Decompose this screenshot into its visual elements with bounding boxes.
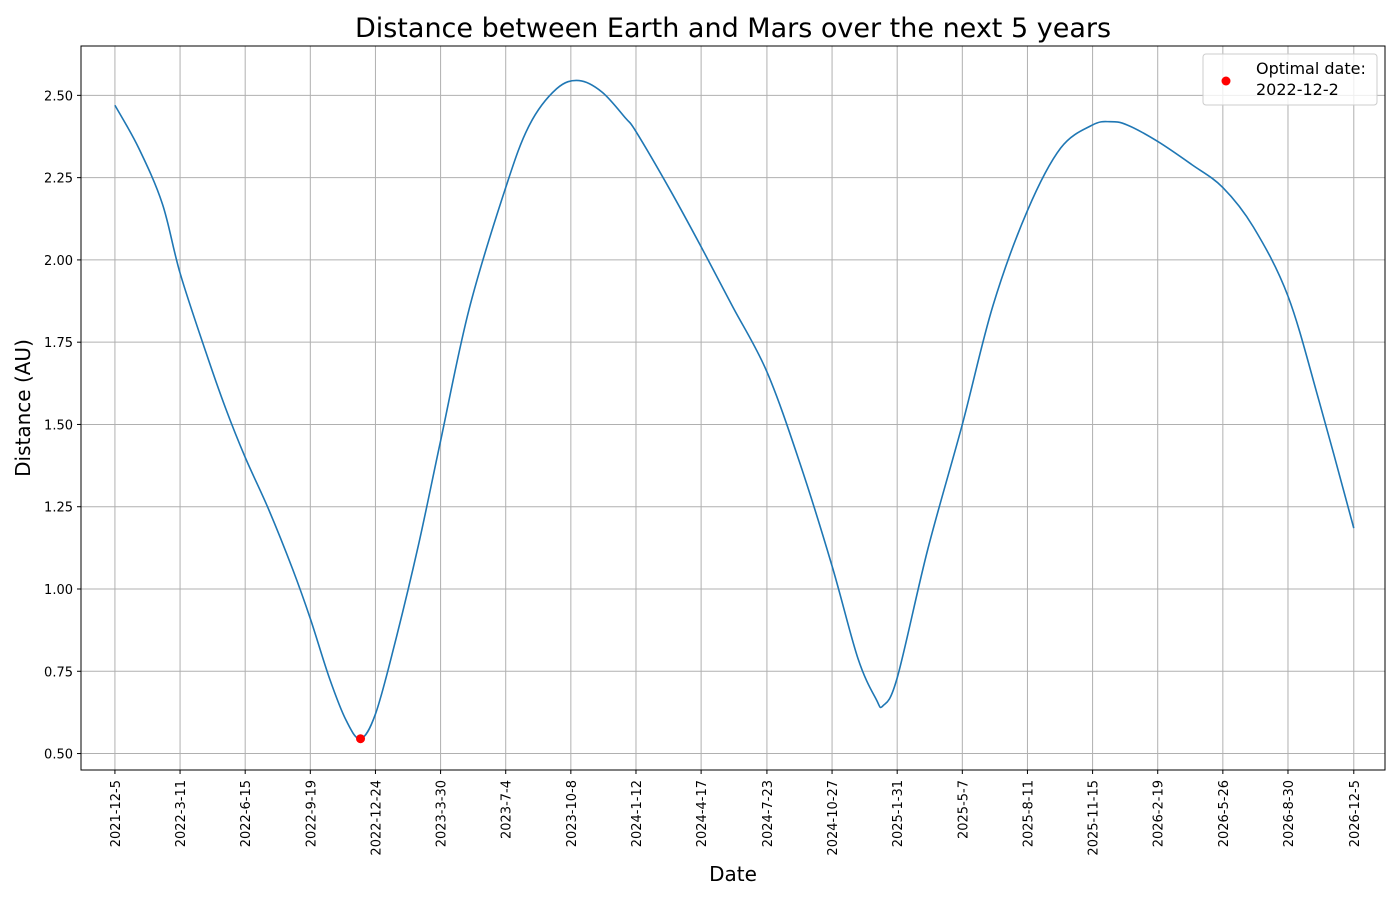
series-layer bbox=[114, 79, 1355, 744]
legend-marker bbox=[1221, 76, 1231, 86]
y-tick-label: 2.50 bbox=[44, 89, 73, 104]
y-tick-label: 1.25 bbox=[44, 501, 73, 516]
plot-frame bbox=[80, 45, 1386, 771]
x-tick-label: 2024-1-12 bbox=[630, 780, 645, 847]
x-tick-label: 2026-8-30 bbox=[1282, 780, 1297, 847]
x-tick-label: 2024-7-23 bbox=[761, 780, 776, 847]
legend-label-line1: Optimal date: bbox=[1256, 59, 1366, 78]
y-tick-label: 1.50 bbox=[44, 418, 73, 433]
x-tick-label: 2026-5-26 bbox=[1217, 780, 1232, 847]
x-tick-label: 2025-8-11 bbox=[1021, 780, 1036, 847]
x-tick-label: 2025-5-7 bbox=[956, 780, 971, 839]
y-tick-label: 0.50 bbox=[44, 748, 73, 763]
x-tick-label: 2025-1-31 bbox=[891, 780, 906, 847]
x-tick-label: 2022-6-15 bbox=[239, 780, 254, 847]
x-tick-label: 2022-12-24 bbox=[369, 780, 384, 856]
x-tick-label: 2025-11-15 bbox=[1087, 780, 1102, 856]
x-axis-ticks: 2021-12-5 2022-3-11 2022-6-15 2022-9-19 2022… bbox=[109, 770, 1363, 856]
y-tick-label: 2.00 bbox=[44, 254, 73, 269]
grid bbox=[81, 46, 1385, 770]
x-tick-label: 2021-12-5 bbox=[109, 780, 124, 847]
y-axis-ticks: 0.50 0.75 1.00 1.25 1.50 1.75 2.00 2.25 2.50 bbox=[44, 89, 81, 763]
x-tick-label: 2024-4-17 bbox=[695, 780, 710, 847]
y-tick-label: 0.75 bbox=[44, 665, 73, 680]
x-axis-label: Date bbox=[709, 862, 757, 886]
x-tick-label: 2024-10-27 bbox=[826, 780, 841, 856]
optimal-date-point bbox=[356, 734, 366, 744]
legend-box bbox=[1202, 53, 1378, 106]
y-axis-label: Distance (AU) bbox=[11, 339, 35, 477]
y-tick-label: 1.75 bbox=[44, 336, 73, 351]
legend: Optimal date: 2022-12-2 bbox=[1202, 53, 1378, 106]
y-tick-label: 1.00 bbox=[44, 583, 73, 598]
x-tick-label: 2022-9-19 bbox=[304, 780, 319, 847]
x-tick-label: 2026-2-19 bbox=[1152, 780, 1167, 847]
x-tick-label: 2023-3-30 bbox=[435, 780, 450, 847]
distance-series-line bbox=[114, 79, 1355, 740]
y-tick-label: 2.25 bbox=[44, 172, 73, 187]
x-tick-label: 2023-7-4 bbox=[500, 780, 515, 839]
x-tick-label: 2023-10-8 bbox=[565, 780, 580, 847]
x-tick-label: 2026-12-5 bbox=[1348, 780, 1363, 847]
x-tick-label: 2022-3-11 bbox=[174, 780, 189, 847]
legend-label-line2: 2022-12-2 bbox=[1256, 80, 1339, 99]
chart-title: Distance between Earth and Mars over the… bbox=[355, 13, 1111, 44]
